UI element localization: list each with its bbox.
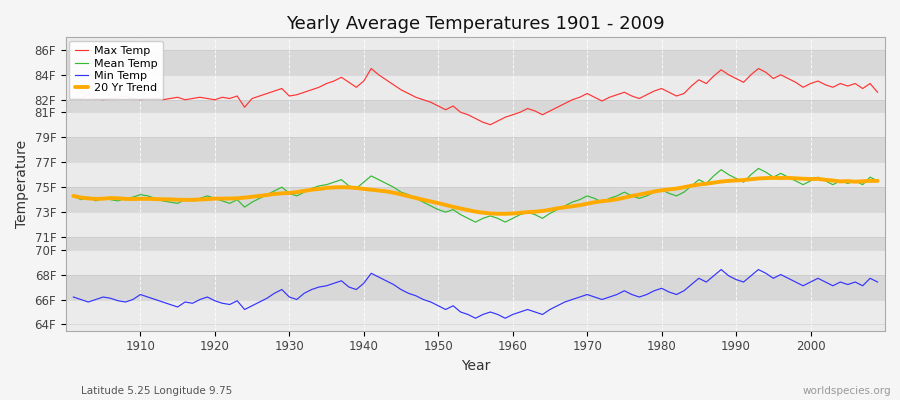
20 Yr Trend: [768, 176, 778, 180]
Bar: [66, 274, 885, 300]
Min Temp: [604, 295, 615, 300]
Min Temp: [508, 312, 518, 317]
Bar: [66, 100, 885, 112]
20 Yr Trend: [336, 185, 346, 190]
Min Temp: [515, 310, 526, 314]
Bar: [66, 37, 885, 50]
Max Temp: [522, 106, 533, 111]
Bar: [66, 187, 885, 212]
Line: Max Temp: Max Temp: [73, 68, 878, 125]
Mean Temp: [508, 216, 518, 221]
Mean Temp: [753, 166, 764, 171]
Max Temp: [68, 95, 78, 100]
Title: Yearly Average Temperatures 1901 - 2009: Yearly Average Temperatures 1901 - 2009: [286, 15, 665, 33]
Min Temp: [872, 280, 883, 284]
Legend: Max Temp, Mean Temp, Min Temp, 20 Yr Trend: Max Temp, Mean Temp, Min Temp, 20 Yr Tre…: [69, 41, 163, 99]
Bar: [66, 50, 885, 75]
Max Temp: [128, 96, 139, 101]
20 Yr Trend: [492, 212, 503, 216]
Mean Temp: [292, 194, 302, 198]
Text: Latitude 5.25 Longitude 9.75: Latitude 5.25 Longitude 9.75: [81, 386, 232, 396]
Bar: [66, 212, 885, 237]
Text: worldspecies.org: worldspecies.org: [803, 386, 891, 396]
Max Temp: [365, 66, 376, 71]
Mean Temp: [515, 212, 526, 217]
Mean Temp: [872, 178, 883, 183]
Line: Min Temp: Min Temp: [73, 270, 878, 318]
Min Temp: [128, 297, 139, 302]
Min Temp: [292, 297, 302, 302]
Bar: [66, 250, 885, 274]
Mean Temp: [128, 195, 139, 200]
20 Yr Trend: [292, 190, 302, 194]
Mean Temp: [336, 177, 346, 182]
Bar: [66, 324, 885, 331]
Min Temp: [336, 278, 346, 283]
Min Temp: [68, 295, 78, 300]
Min Temp: [716, 267, 726, 272]
Bar: [66, 300, 885, 324]
Mean Temp: [604, 196, 615, 201]
Y-axis label: Temperature: Temperature: [15, 140, 29, 228]
Max Temp: [485, 122, 496, 127]
Line: 20 Yr Trend: 20 Yr Trend: [73, 178, 878, 214]
Bar: [66, 112, 885, 137]
Min Temp: [470, 316, 481, 321]
20 Yr Trend: [604, 198, 615, 203]
20 Yr Trend: [872, 178, 883, 183]
Max Temp: [611, 92, 622, 97]
Line: Mean Temp: Mean Temp: [73, 168, 878, 222]
20 Yr Trend: [508, 211, 518, 216]
Bar: [66, 162, 885, 187]
Max Temp: [515, 110, 526, 115]
Mean Temp: [470, 220, 481, 224]
X-axis label: Year: Year: [461, 359, 491, 373]
20 Yr Trend: [68, 194, 78, 198]
Max Temp: [872, 90, 883, 95]
20 Yr Trend: [128, 197, 139, 202]
Bar: [66, 75, 885, 100]
Max Temp: [336, 75, 346, 80]
Max Temp: [292, 92, 302, 97]
Bar: [66, 137, 885, 162]
Bar: [66, 237, 885, 250]
20 Yr Trend: [515, 210, 526, 215]
Mean Temp: [68, 194, 78, 198]
